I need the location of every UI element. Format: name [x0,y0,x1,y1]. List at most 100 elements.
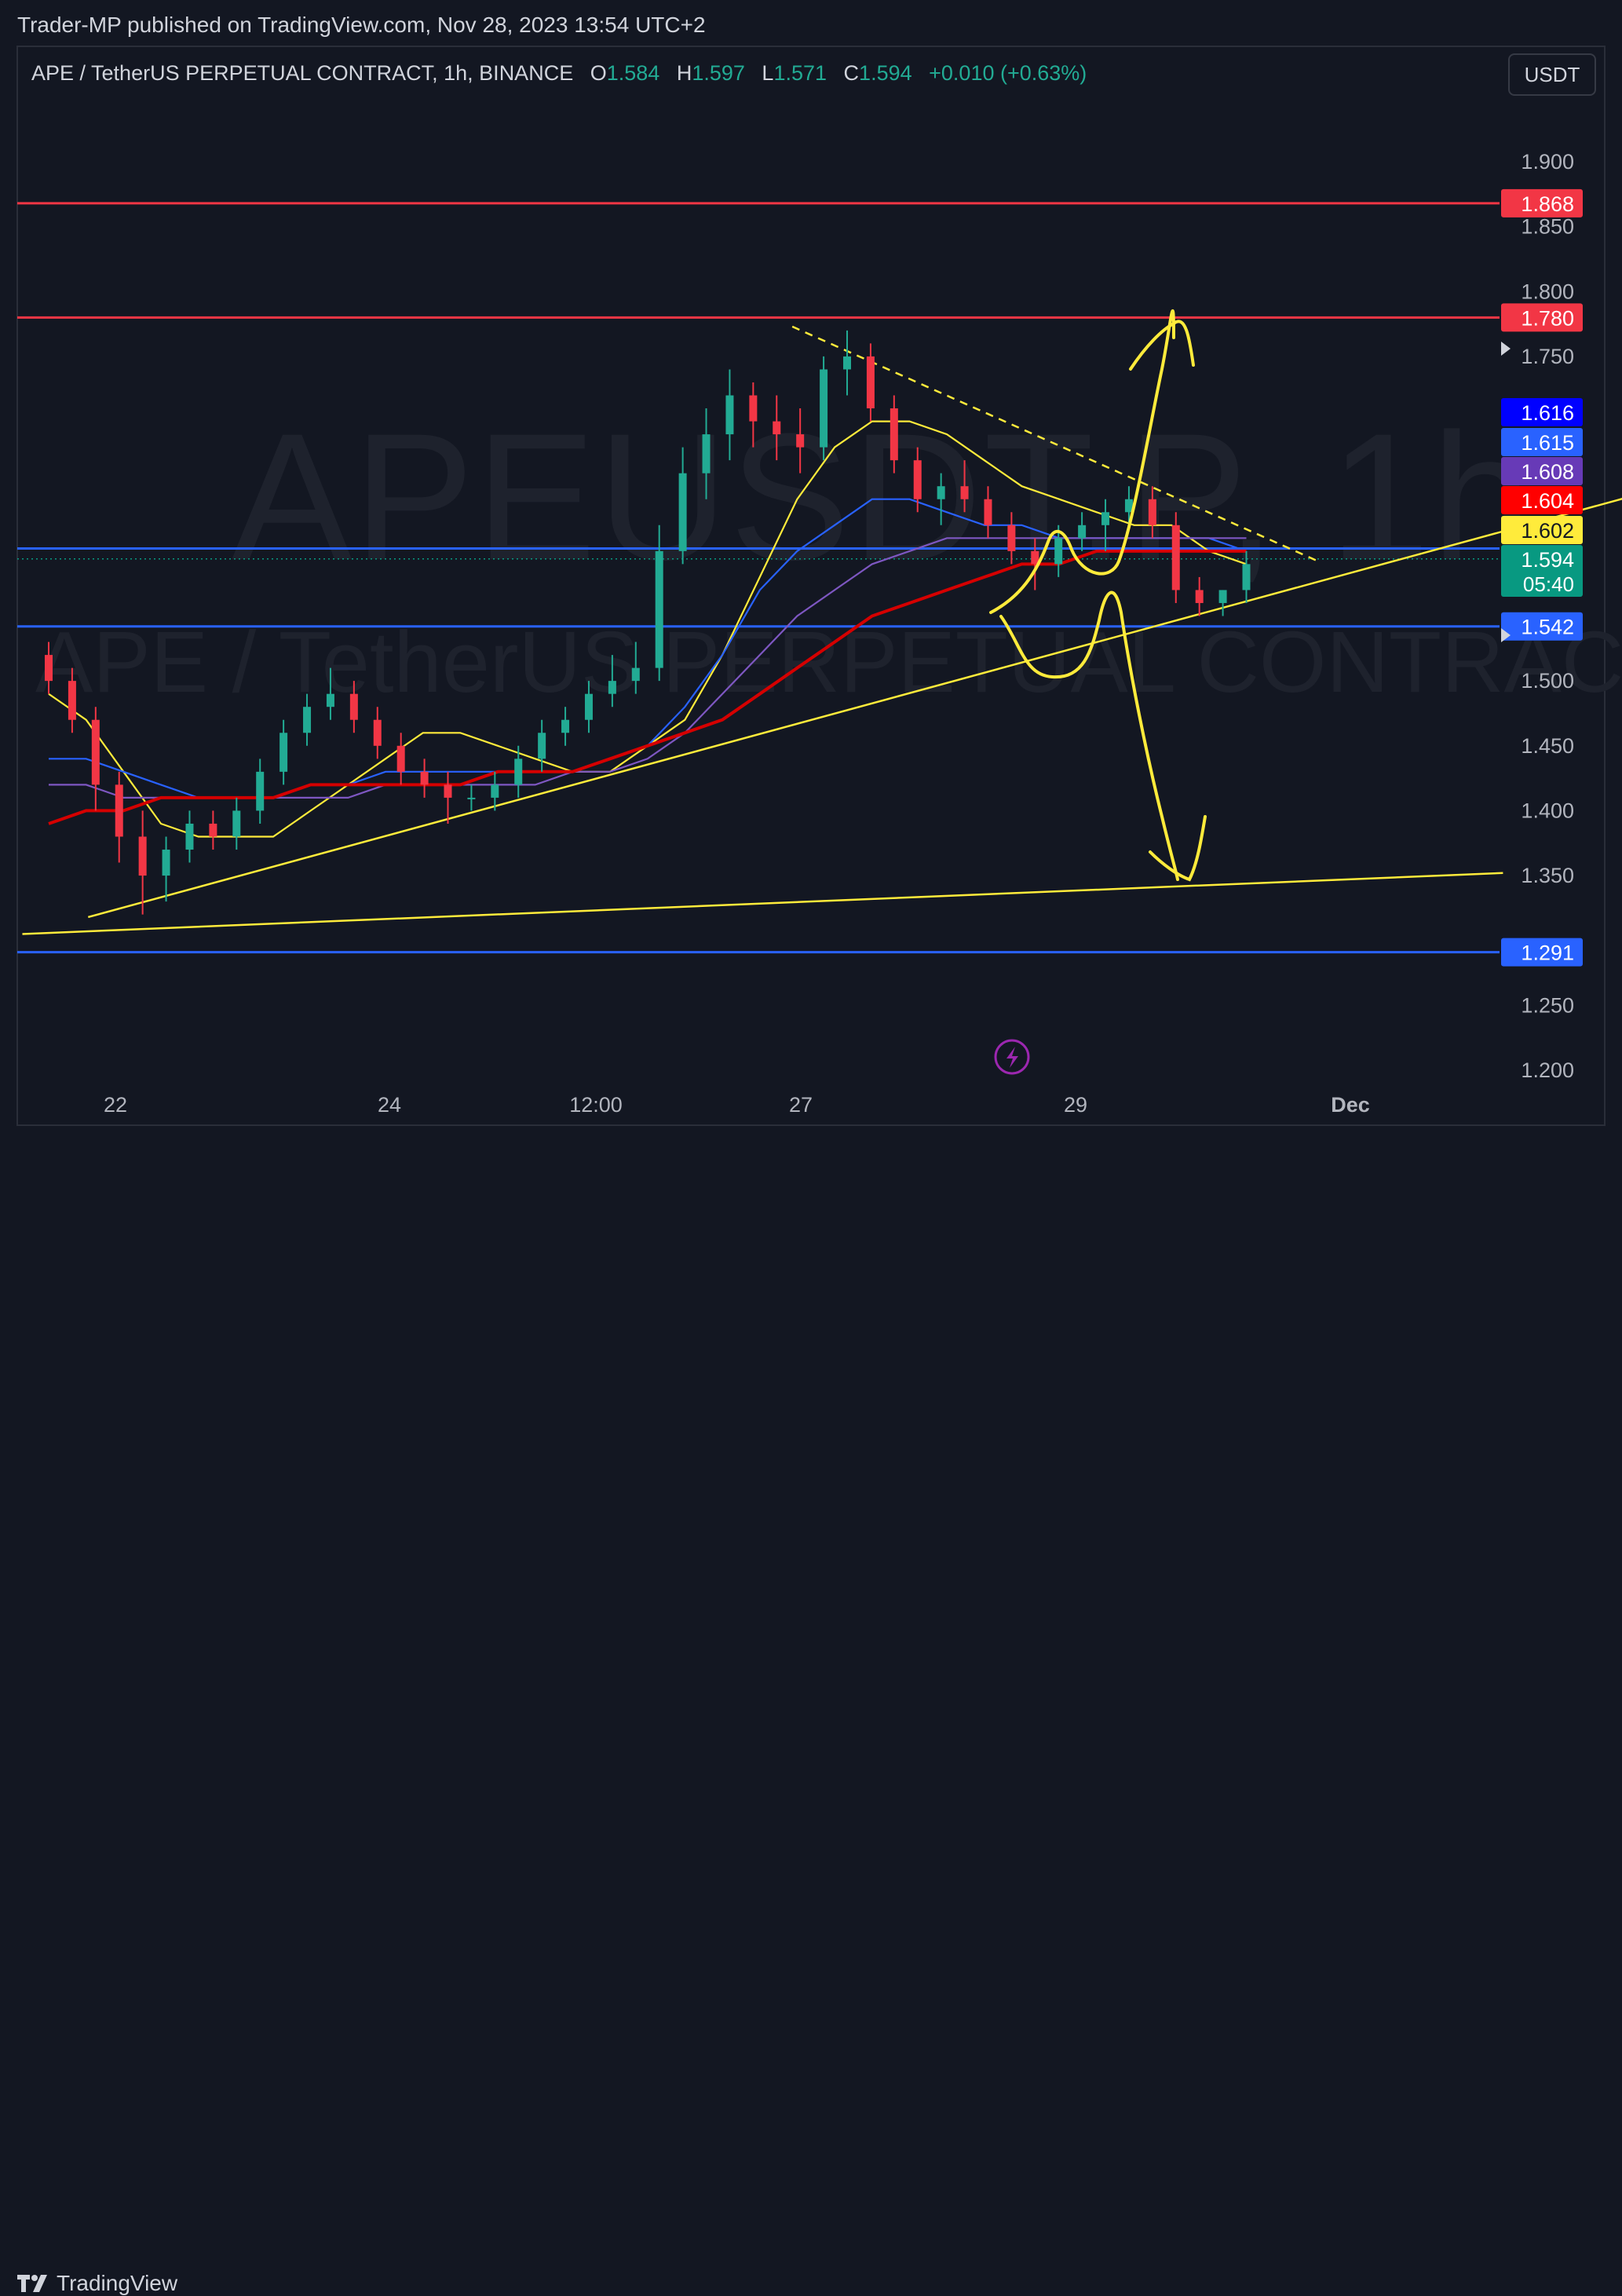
x-tick-label: 22 [104,1093,127,1117]
arrowhead-down[interactable] [1149,815,1207,882]
indicator-price-tag: 1.602 [1521,519,1574,543]
symbol-title[interactable]: APE / TetherUS PERPETUAL CONTRACT, 1h, B… [31,61,574,85]
candle-body [584,693,593,720]
high-label: H [676,61,692,85]
x-tick-label: 27 [789,1093,813,1117]
candle-body [749,395,758,422]
close-label: C [843,61,860,85]
y-tick-label: 1.850 [1521,215,1574,239]
candle-body [303,707,312,733]
chart-pane[interactable] [16,46,1606,1126]
y-tick-label: 1.750 [1521,345,1574,368]
footer: TradingView [0,1126,1622,2295]
candle-body [373,719,382,746]
level-price-tag-bg [1501,612,1583,641]
price-chart[interactable]: 1.200 1.250 1.350 1.400 1.450 1.500 1.750 1.800… [0,0,1622,1188]
tradingview-logo[interactable]: TradingView [17,2271,177,2296]
candle-body [1124,499,1133,513]
countdown-tag: 05:40 [1523,572,1574,596]
last-price-tag-bg [1501,545,1583,597]
candle-body [678,473,687,551]
indicator-price-tag-bg [1501,428,1583,456]
indicator-price-tag-bg [1501,398,1583,426]
x-tick-label: 12:00 [569,1093,623,1117]
x-tick-label: 29 [1064,1093,1087,1117]
y-tick-label: 1.500 [1521,669,1574,693]
level-price-tag-bg [1501,303,1583,332]
moving-average-line [48,549,1247,825]
trendline[interactable] [791,325,1320,563]
price-axis-marker-icon[interactable] [1501,342,1511,356]
currency-button[interactable]: USDT [1508,53,1596,96]
y-tick-label: 1.900 [1521,150,1574,174]
level-price-tag: 1.868 [1521,192,1574,216]
candle-body [138,836,147,876]
candle-body [796,434,805,448]
candle-body [937,486,945,499]
indicator-price-tag: 1.616 [1521,401,1574,425]
candle-body [68,681,76,720]
candle-body [655,550,663,668]
open-value: 1.584 [606,61,660,85]
level-price-tag: 1.542 [1521,616,1574,639]
candle-body [467,797,476,799]
candle-body [561,719,570,733]
candle-body [960,486,969,499]
candle-body [890,408,898,461]
candle-body [45,655,53,682]
trendline[interactable] [87,466,1622,919]
indicator-price-tag: 1.615 [1521,431,1574,455]
arrowhead-up[interactable] [1129,320,1195,371]
candle-body [631,667,640,682]
change-value: +0.010 (+0.63%) [929,61,1087,85]
candle-body [209,823,217,837]
candle-body [444,784,452,798]
level-price-tag: 1.291 [1521,941,1574,965]
low-label: L [762,61,774,85]
candle-body [514,759,523,785]
candle-body [396,745,405,772]
candle-body [326,693,334,707]
candle-body [1171,525,1180,590]
candle-body [1242,564,1251,590]
candle-body [420,771,429,785]
ohlc-legend: APE / TetherUS PERPETUAL CONTRACT, 1h, B… [31,61,1087,86]
projection-down-path[interactable] [999,590,1179,881]
candle-body [984,499,992,525]
publish-info: Trader-MP published on TradingView.com, … [17,13,706,37]
lightning-icon[interactable] [994,1039,1030,1075]
candle-body [1148,499,1156,525]
tradingview-logo-icon [17,2275,47,2292]
candle-body [866,356,875,409]
indicator-price-tag: 1.604 [1521,489,1574,513]
tradingview-brand: TradingView [57,2271,178,2295]
candle-body [232,810,241,837]
candle-body [1101,512,1110,525]
candle-body [491,784,499,798]
y-tick-label: 1.200 [1521,1058,1574,1082]
candle-body [608,681,616,694]
header: Trader-MP published on TradingView.com, … [0,0,1622,46]
indicator-price-tag-bg [1501,486,1583,514]
candle-body [91,719,100,785]
level-price-tag-bg [1501,188,1583,218]
x-tick-label: 24 [378,1093,401,1117]
y-tick-label: 1.250 [1521,993,1574,1017]
candle-body [162,850,170,876]
level-price-tag: 1.780 [1521,306,1574,330]
projection-up-path[interactable] [989,309,1175,614]
last-price-tag: 1.594 [1521,548,1574,572]
lightning-icon-bolt [1006,1047,1018,1068]
candle-body [185,823,194,850]
candle-body [349,693,358,720]
price-axis-marker-icon[interactable] [1501,628,1511,642]
candle-body [773,421,781,435]
candle-body [1007,525,1016,551]
candle-body [1054,538,1063,565]
moving-average-line [49,537,1247,799]
trendline[interactable] [22,872,1503,935]
candle-body [725,395,734,435]
candle-body [843,356,852,370]
candle-body [1218,590,1227,603]
indicator-price-tag-bg [1501,516,1583,544]
